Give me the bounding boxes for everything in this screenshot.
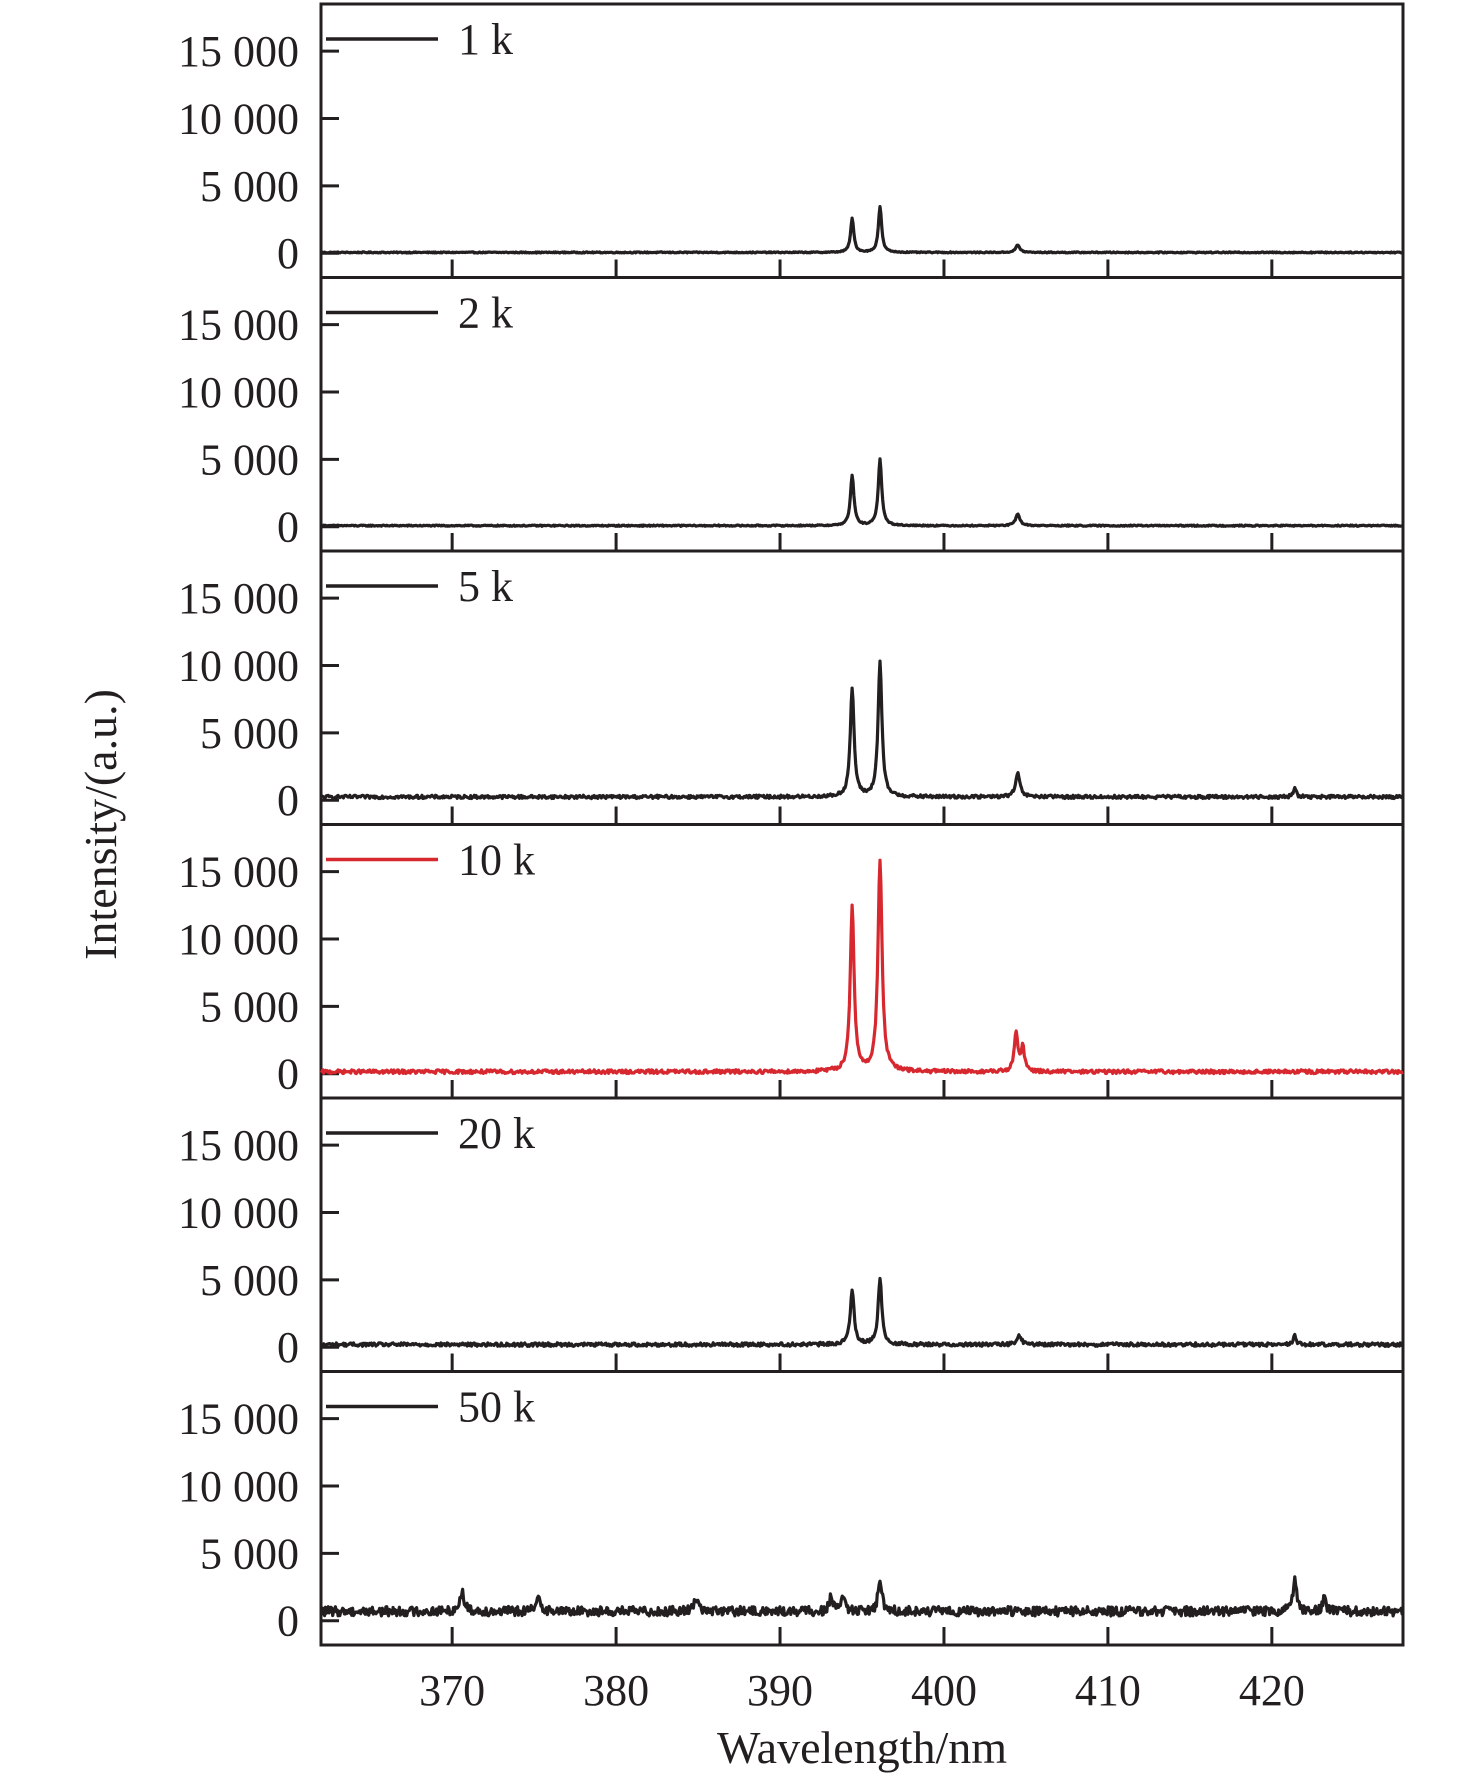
series-line-2 — [319, 457, 1404, 528]
x-axis-title: Wavelength/nm — [717, 1722, 1007, 1773]
series-line-5 — [319, 1276, 1405, 1348]
y-tick-label: 15 000 — [178, 27, 299, 76]
x-tick-label: 410 — [1075, 1666, 1141, 1715]
series-line-6 — [319, 1575, 1405, 1618]
y-tick-label: 15 000 — [178, 1395, 299, 1444]
legend-label: 20 k — [458, 1109, 535, 1158]
y-tick-label: 10 000 — [178, 915, 299, 964]
y-tick-label: 0 — [277, 1050, 299, 1099]
panels-group: 0 5 000 10 000 15 000 1 k 0 5 000 10 000 15 000 2… — [178, 2, 1405, 1647]
x-tick-label: 400 — [911, 1666, 977, 1715]
y-tick-label: 15 000 — [178, 301, 299, 350]
x-tick-label: 420 — [1239, 1666, 1305, 1715]
panel-2: 0 5 000 10 000 15 000 2 k — [178, 276, 1405, 553]
legend-label: 2 k — [458, 289, 513, 338]
panel-5: 0 5 000 10 000 15 000 20 k — [178, 1096, 1405, 1373]
y-tick-label: 5 000 — [200, 162, 299, 211]
x-tick-label: 380 — [583, 1666, 649, 1715]
legend-label: 50 k — [458, 1383, 535, 1432]
y-tick-label: 0 — [277, 1323, 299, 1372]
y-tick-label: 5 000 — [200, 982, 299, 1031]
panel-6: 0 5 000 10 000 15 000 50 k — [178, 1370, 1405, 1647]
y-tick-label: 10 000 — [178, 368, 299, 417]
y-tick-label: 5 000 — [200, 1529, 299, 1578]
series-line-3 — [320, 659, 1404, 801]
y-tick-label: 15 000 — [178, 1121, 299, 1170]
legend-label: 10 k — [458, 836, 535, 885]
y-tick-label: 10 000 — [178, 642, 299, 691]
y-tick-label: 10 000 — [178, 1189, 299, 1238]
series-line-4 — [319, 858, 1404, 1076]
y-tick-label: 0 — [277, 776, 299, 825]
y-tick-label: 15 000 — [178, 848, 299, 897]
y-tick-label: 0 — [277, 229, 299, 278]
panel-1: 0 5 000 10 000 15 000 1 k — [178, 2, 1405, 279]
y-axis-title: Intensity/(a.u.) — [75, 689, 126, 960]
y-tick-label: 10 000 — [178, 95, 299, 144]
x-tick-label: 390 — [747, 1666, 813, 1715]
x-tick-labels: 370 380 390 400 410 420 — [419, 1666, 1305, 1715]
series-line-1 — [320, 205, 1404, 255]
legend-label: 1 k — [458, 15, 513, 64]
y-tick-label: 0 — [277, 1597, 299, 1646]
y-tick-label: 5 000 — [200, 1256, 299, 1305]
y-tick-label: 0 — [277, 503, 299, 552]
y-tick-label: 5 000 — [200, 435, 299, 484]
panel-3: 0 5 000 10 000 15 000 5 k — [178, 549, 1405, 826]
y-tick-label: 10 000 — [178, 1462, 299, 1511]
panel-frame — [319, 1370, 1405, 1647]
y-tick-label: 15 000 — [178, 574, 299, 623]
panel-4: 0 5 000 10 000 15 000 10 k — [178, 823, 1405, 1100]
y-tick-label: 5 000 — [200, 709, 299, 758]
legend-label: 5 k — [458, 562, 513, 611]
x-tick-label: 370 — [419, 1666, 485, 1715]
